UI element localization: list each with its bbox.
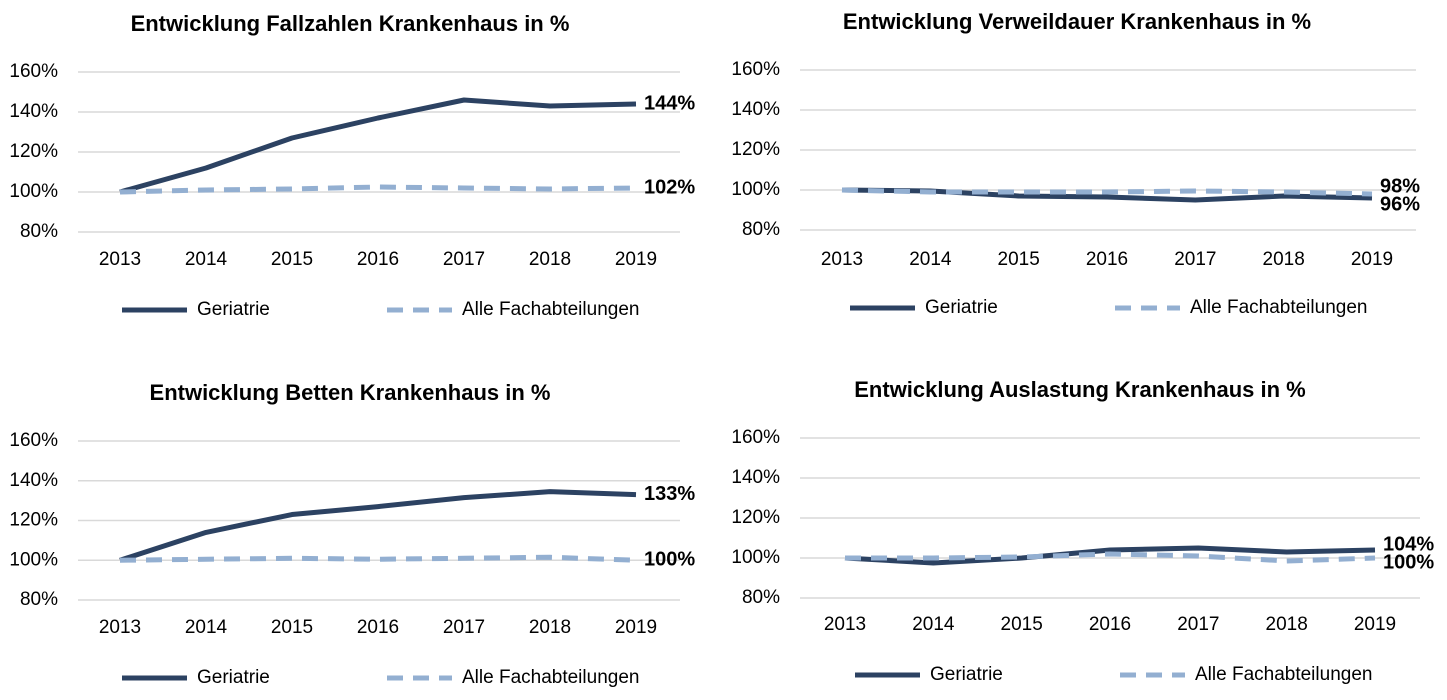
legend-label: Geriatrie <box>930 664 1003 685</box>
line-series <box>119 489 637 563</box>
y-tick-label: 160% <box>9 430 58 451</box>
value-label: 102% <box>644 176 695 198</box>
chart-title: Entwicklung Betten Krankenhaus in % <box>150 380 551 405</box>
x-tick-label: 2015 <box>998 249 1040 270</box>
x-tick-label: 2014 <box>185 617 228 638</box>
x-tick-label: 2013 <box>824 614 866 635</box>
y-tick-label: 140% <box>731 467 780 488</box>
x-tick-label: 2019 <box>1354 614 1396 635</box>
y-tick-label: 100% <box>731 547 780 568</box>
value-label: 100% <box>644 549 695 571</box>
chart-panel: Entwicklung Betten Krankenhaus in % 80% 10… <box>9 380 695 688</box>
x-tick-label: 2013 <box>99 249 141 270</box>
legend-label: Geriatrie <box>925 297 998 318</box>
line-series <box>119 97 637 195</box>
line-series <box>844 545 1376 566</box>
y-tick-label: 100% <box>731 179 780 200</box>
x-tick-label: 2019 <box>1351 249 1393 270</box>
y-tick-label: 160% <box>9 61 58 82</box>
y-tick-label: 160% <box>731 59 780 80</box>
value-label: 98% <box>1380 175 1420 197</box>
value-label: 96% <box>1380 193 1420 215</box>
x-tick-label: 2016 <box>1089 614 1131 635</box>
y-tick-label: 80% <box>20 589 58 610</box>
value-label: 100% <box>1383 551 1434 573</box>
x-tick-label: 2018 <box>529 617 571 638</box>
value-label: 144% <box>644 92 695 114</box>
x-tick-label: 2018 <box>1263 249 1305 270</box>
chart-title: Entwicklung Fallzahlen Krankenhaus in % <box>131 11 570 36</box>
line-series <box>119 554 637 563</box>
x-tick-label: 2015 <box>271 617 313 638</box>
chart-panel: Entwicklung Fallzahlen Krankenhaus in % 8… <box>9 11 695 320</box>
x-tick-label: 2014 <box>909 249 952 270</box>
legend-label: Alle Fachabteilungen <box>1195 664 1372 685</box>
x-tick-label: 2013 <box>99 617 141 638</box>
x-tick-label: 2019 <box>615 249 657 270</box>
y-tick-label: 120% <box>9 510 58 531</box>
y-tick-label: 140% <box>9 101 58 122</box>
value-label: 104% <box>1383 533 1434 555</box>
y-tick-label: 160% <box>731 427 780 448</box>
x-tick-label: 2016 <box>357 249 399 270</box>
y-tick-label: 120% <box>9 141 58 162</box>
y-tick-label: 140% <box>731 99 780 120</box>
y-tick-label: 100% <box>9 181 58 202</box>
x-tick-label: 2014 <box>185 249 228 270</box>
x-tick-label: 2018 <box>1266 614 1308 635</box>
line-series <box>119 184 637 195</box>
x-tick-label: 2014 <box>912 614 955 635</box>
x-tick-label: 2018 <box>529 249 571 270</box>
line-series <box>841 187 1373 197</box>
x-tick-label: 2015 <box>271 249 313 270</box>
legend-label: Geriatrie <box>197 667 270 688</box>
x-tick-label: 2013 <box>821 249 863 270</box>
y-tick-label: 120% <box>731 507 780 528</box>
legend-label: Geriatrie <box>197 299 270 320</box>
legend-label: Alle Fachabteilungen <box>462 667 639 688</box>
y-tick-label: 120% <box>731 139 780 160</box>
legend-label: Alle Fachabteilungen <box>462 299 639 320</box>
chart-title: Entwicklung Verweildauer Krankenhaus in … <box>843 9 1311 34</box>
x-tick-label: 2015 <box>1001 614 1043 635</box>
y-tick-label: 80% <box>20 221 58 242</box>
x-tick-label: 2017 <box>443 617 485 638</box>
chart-panel: Entwicklung Auslastung Krankenhaus in % 8… <box>731 377 1434 685</box>
x-tick-label: 2017 <box>443 249 485 270</box>
x-tick-label: 2017 <box>1177 614 1219 635</box>
line-series <box>845 551 1376 564</box>
x-tick-label: 2016 <box>357 617 399 638</box>
y-tick-label: 80% <box>742 587 780 608</box>
chart-title: Entwicklung Auslastung Krankenhaus in % <box>854 377 1305 402</box>
y-tick-label: 80% <box>742 219 780 240</box>
x-tick-label: 2016 <box>1086 249 1128 270</box>
legend-label: Alle Fachabteilungen <box>1190 297 1367 318</box>
chart-panel: Entwicklung Verweildauer Krankenhaus in … <box>731 9 1420 318</box>
y-tick-label: 140% <box>9 470 58 491</box>
y-tick-label: 100% <box>9 549 58 570</box>
value-label: 133% <box>644 483 695 505</box>
x-tick-label: 2019 <box>615 617 657 638</box>
x-tick-label: 2017 <box>1174 249 1216 270</box>
